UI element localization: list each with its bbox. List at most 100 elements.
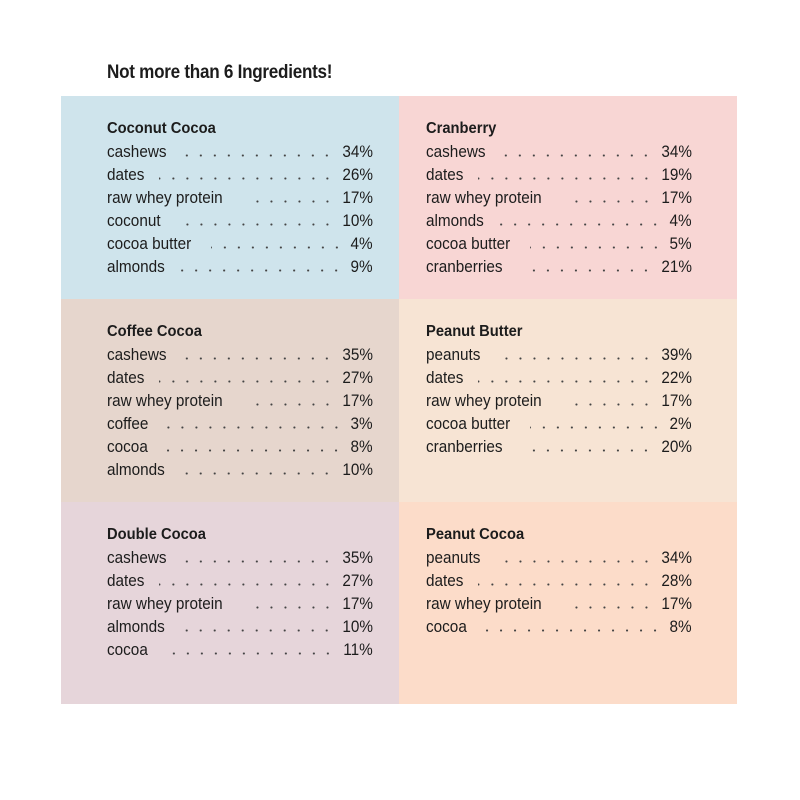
ingredient-row: almonds 4%	[426, 209, 692, 232]
ingredient-percent: 2%	[669, 414, 692, 433]
ingredient-list: cashews 34% dates 19% raw whey protein 1…	[426, 140, 692, 278]
ingredient-name: raw whey protein	[107, 188, 223, 207]
ingredient-percent: 11%	[343, 640, 373, 659]
ingredient-name: almonds	[107, 257, 165, 276]
ingredient-percent: 10%	[342, 617, 373, 636]
ingredient-name: almonds	[107, 460, 165, 479]
ingredient-row: cranberries 21%	[426, 255, 692, 278]
ingredient-name: peanuts	[426, 548, 481, 567]
ingredient-percent: 17%	[661, 391, 692, 410]
ingredient-row: almonds 9%	[107, 255, 373, 278]
ingredient-row: cocoa butter 2%	[426, 412, 692, 435]
ingredient-row: dates 19%	[426, 163, 692, 186]
flavor-grid: Coconut Cocoa cashews 34% dates 26% raw …	[61, 96, 737, 704]
ingredient-percent: 34%	[661, 142, 692, 161]
ingredient-name: cocoa butter	[426, 234, 511, 253]
ingredient-name: coconut	[107, 211, 161, 230]
flavor-card: Double Cocoa cashews 35% dates 27% raw w…	[61, 502, 399, 704]
dot-leader	[477, 177, 653, 180]
flavor-title: Double Cocoa	[107, 526, 206, 543]
dot-leader	[162, 449, 344, 452]
ingredient-name: dates	[426, 571, 464, 590]
dot-leader	[183, 357, 334, 360]
dot-leader	[502, 154, 653, 157]
ingredient-name: dates	[107, 165, 145, 184]
ingredient-name: almonds	[426, 211, 484, 230]
ingredient-row: raw whey protein 17%	[107, 592, 373, 615]
ingredient-percent: 27%	[342, 571, 373, 590]
dot-leader	[158, 583, 334, 586]
ingredient-percent: 20%	[661, 437, 692, 456]
flavor-card: Peanut Cocoa peanuts 34% dates 28% raw w…	[399, 502, 737, 704]
dot-leader	[481, 629, 663, 632]
ingredient-percent: 35%	[342, 345, 373, 364]
ingredient-name: raw whey protein	[426, 594, 542, 613]
ingredient-row: raw whey protein 17%	[426, 389, 692, 412]
dot-leader	[181, 472, 334, 475]
ingredient-name: dates	[426, 368, 464, 387]
ingredient-percent: 19%	[661, 165, 692, 184]
ingredient-percent: 10%	[342, 211, 373, 230]
ingredient-percent: 17%	[661, 594, 692, 613]
ingredient-percent: 8%	[350, 437, 373, 456]
ingredient-percent: 34%	[661, 548, 692, 567]
ingredient-percent: 17%	[661, 188, 692, 207]
ingredient-percent: 35%	[342, 548, 373, 567]
ingredient-row: dates 22%	[426, 366, 692, 389]
dot-leader	[245, 200, 334, 203]
ingredient-list: cashews 35% dates 27% raw whey protein 1…	[107, 546, 373, 661]
ingredient-row: dates 27%	[107, 569, 373, 592]
dot-leader	[521, 269, 653, 272]
dot-leader	[181, 629, 334, 632]
ingredient-percent: 17%	[342, 391, 373, 410]
dot-leader	[210, 246, 344, 249]
ingredient-list: peanuts 39% dates 22% raw whey protein 1…	[426, 343, 692, 458]
ingredient-name: raw whey protein	[107, 391, 223, 410]
ingredient-row: peanuts 39%	[426, 343, 692, 366]
ingredient-row: peanuts 34%	[426, 546, 692, 569]
ingredient-percent: 9%	[350, 257, 373, 276]
dot-leader	[521, 449, 653, 452]
ingredient-name: raw whey protein	[426, 188, 542, 207]
ingredient-row: cranberries 20%	[426, 435, 692, 458]
ingredient-row: raw whey protein 17%	[107, 186, 373, 209]
ingredient-name: cranberries	[426, 437, 503, 456]
ingredient-name: cocoa	[107, 640, 148, 659]
ingredient-row: cashews 35%	[107, 546, 373, 569]
dot-leader	[496, 357, 653, 360]
ingredient-name: dates	[107, 571, 145, 590]
ingredient-percent: 34%	[342, 142, 373, 161]
dot-leader	[183, 560, 334, 563]
ingredient-percent: 39%	[661, 345, 692, 364]
ingredient-percent: 26%	[342, 165, 373, 184]
flavor-card: Coconut Cocoa cashews 34% dates 26% raw …	[61, 96, 399, 299]
flavor-title: Cranberry	[426, 120, 497, 137]
ingredient-row: coffee 3%	[107, 412, 373, 435]
ingredient-list: cashews 35% dates 27% raw whey protein 1…	[107, 343, 373, 481]
ingredient-percent: 17%	[342, 188, 373, 207]
ingredient-name: almonds	[107, 617, 165, 636]
ingredient-row: cashews 34%	[107, 140, 373, 163]
ingredient-name: cocoa	[107, 437, 148, 456]
ingredient-row: almonds 10%	[107, 615, 373, 638]
ingredient-percent: 22%	[661, 368, 692, 387]
dot-leader	[245, 403, 334, 406]
ingredient-name: cocoa butter	[107, 234, 192, 253]
ingredient-name: coffee	[107, 414, 149, 433]
page-title: Not more than 6 Ingredients!	[107, 62, 333, 83]
dot-leader	[163, 426, 344, 429]
dot-leader	[158, 177, 334, 180]
dot-leader	[162, 652, 336, 655]
dot-leader	[564, 606, 653, 609]
flavor-card: Cranberry cashews 34% dates 19% raw whey…	[399, 96, 737, 299]
dot-leader	[158, 380, 334, 383]
dot-leader	[477, 583, 653, 586]
ingredient-name: raw whey protein	[426, 391, 542, 410]
dot-leader	[529, 426, 663, 429]
ingredient-row: cashews 34%	[426, 140, 692, 163]
ingredient-row: cocoa butter 4%	[107, 232, 373, 255]
flavor-title: Peanut Cocoa	[426, 526, 525, 543]
ingredient-row: dates 28%	[426, 569, 692, 592]
ingredient-name: cashews	[107, 345, 167, 364]
